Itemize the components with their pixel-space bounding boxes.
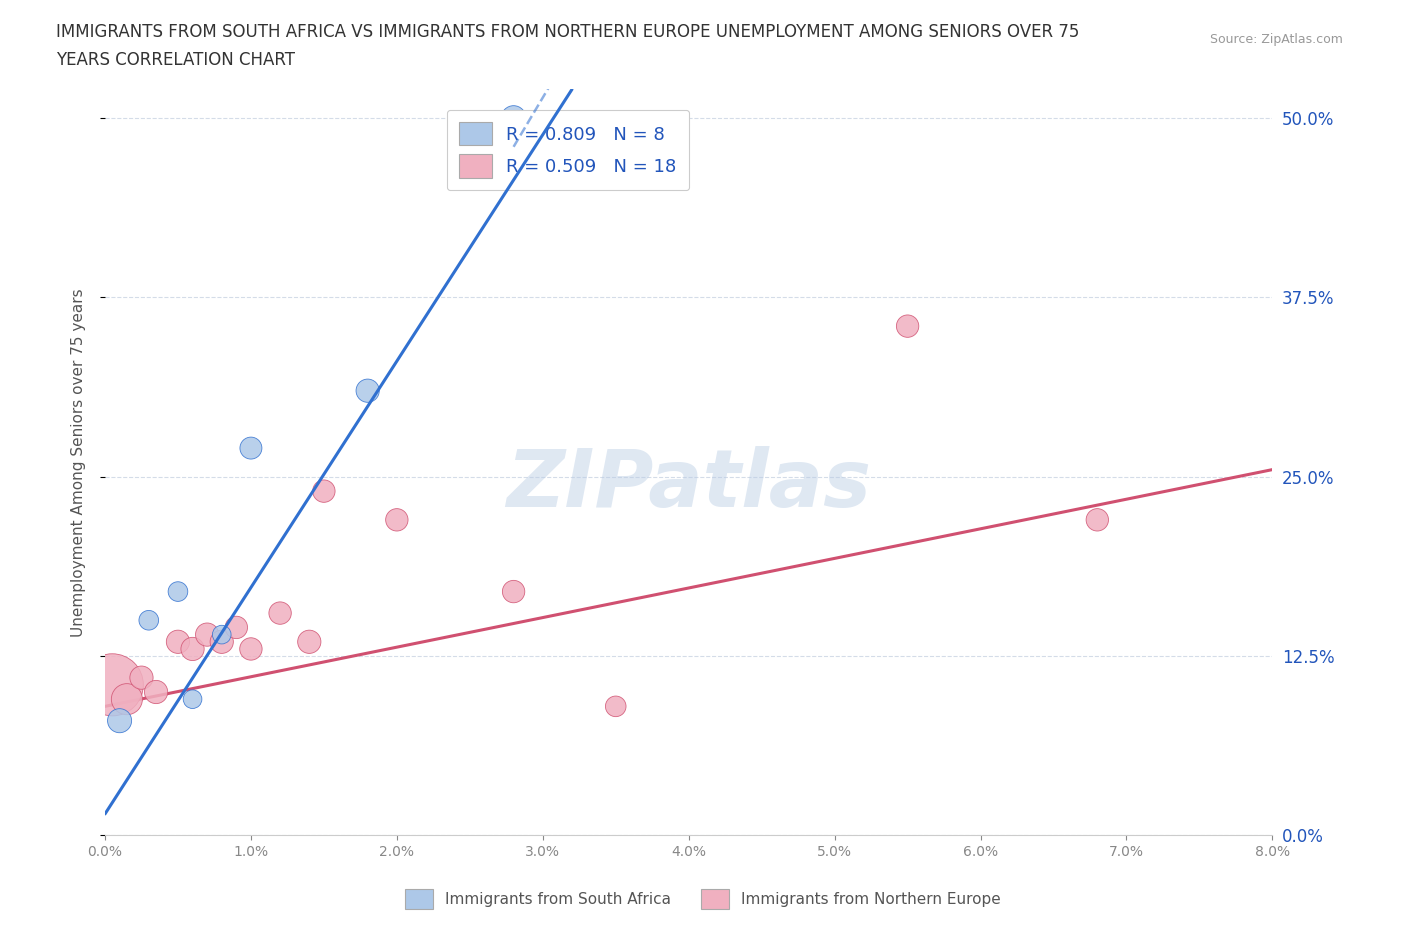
Point	[181, 642, 204, 657]
Text: Source: ZipAtlas.com: Source: ZipAtlas.com	[1209, 33, 1343, 46]
Point	[211, 627, 233, 642]
Legend: R = 0.809   N = 8, R = 0.509   N = 18: R = 0.809 N = 8, R = 0.509 N = 18	[447, 110, 689, 191]
Point	[605, 699, 627, 714]
Point	[138, 613, 160, 628]
Point	[502, 111, 524, 126]
Point	[101, 677, 124, 692]
Point	[181, 692, 204, 707]
Point	[502, 584, 524, 599]
Point	[167, 634, 190, 649]
Point	[211, 634, 233, 649]
Text: IMMIGRANTS FROM SOUTH AFRICA VS IMMIGRANTS FROM NORTHERN EUROPE UNEMPLOYMENT AMO: IMMIGRANTS FROM SOUTH AFRICA VS IMMIGRAN…	[56, 23, 1080, 41]
Text: ZIPatlas: ZIPatlas	[506, 445, 872, 524]
Point	[385, 512, 408, 527]
Point	[897, 319, 920, 334]
Point	[1085, 512, 1108, 527]
Point	[195, 627, 218, 642]
Point	[131, 671, 153, 685]
Text: YEARS CORRELATION CHART: YEARS CORRELATION CHART	[56, 51, 295, 69]
Legend: Immigrants from South Africa, Immigrants from Northern Europe: Immigrants from South Africa, Immigrants…	[399, 884, 1007, 915]
Point	[239, 441, 262, 456]
Point	[167, 584, 190, 599]
Y-axis label: Unemployment Among Seniors over 75 years: Unemployment Among Seniors over 75 years	[72, 288, 86, 637]
Point	[225, 620, 247, 635]
Point	[145, 684, 167, 699]
Point	[115, 692, 138, 707]
Point	[239, 642, 262, 657]
Point	[356, 383, 378, 398]
Point	[108, 713, 131, 728]
Point	[269, 605, 291, 620]
Point	[312, 484, 335, 498]
Point	[298, 634, 321, 649]
